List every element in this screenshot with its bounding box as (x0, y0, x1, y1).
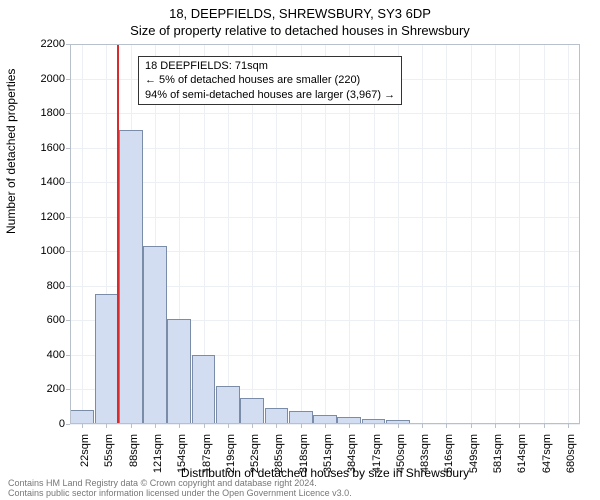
x-tick-label: 187sqm (201, 434, 213, 484)
title-address: 18, DEEPFIELDS, SHREWSBURY, SY3 6DP (0, 0, 600, 21)
footer-line-2: Contains public sector information licen… (8, 489, 352, 499)
y-tick-label: 200 (25, 383, 65, 395)
x-tick-label: 318sqm (298, 434, 310, 484)
gridline-v (82, 44, 83, 424)
x-tick-label: 285sqm (273, 434, 285, 484)
y-tick-label: 600 (25, 314, 65, 326)
y-tick-label: 1400 (25, 176, 65, 188)
histogram-bar (289, 411, 313, 424)
gridline-v (471, 44, 472, 424)
histogram-bar (95, 294, 119, 424)
histogram-bar (70, 410, 94, 424)
histogram-bar (216, 386, 240, 424)
histogram-bar (143, 246, 167, 424)
y-tick-label: 0 (25, 418, 65, 430)
y-tick-label: 2200 (25, 38, 65, 50)
y-axis-title: Number of detached properties (4, 69, 18, 234)
x-tick-label: 614sqm (516, 434, 528, 484)
histogram-bar (192, 355, 216, 424)
x-tick-label: 55sqm (103, 434, 115, 484)
x-tick-label: 351sqm (322, 434, 334, 484)
y-tick-label: 1000 (25, 245, 65, 257)
histogram-bar (119, 130, 143, 424)
x-tick-label: 121sqm (152, 434, 164, 484)
x-tick-label: 483sqm (419, 434, 431, 484)
x-tick-label: 384sqm (346, 434, 358, 484)
histogram-bar (337, 417, 361, 424)
x-tick-label: 22sqm (79, 434, 91, 484)
y-tick-label: 1600 (25, 142, 65, 154)
chart-container: 18, DEEPFIELDS, SHREWSBURY, SY3 6DP Size… (0, 0, 600, 500)
reference-line (117, 44, 119, 424)
x-tick-label: 516sqm (443, 434, 455, 484)
y-tick-label: 2000 (25, 73, 65, 85)
annotation-line: ← 5% of detached houses are smaller (220… (145, 73, 395, 87)
plot-area: 18 DEEPFIELDS: 71sqm← 5% of detached hou… (70, 44, 580, 424)
histogram-bar (313, 415, 337, 425)
x-tick-label: 581sqm (492, 434, 504, 484)
x-tick-label: 549sqm (468, 434, 480, 484)
gridline-v (519, 44, 520, 424)
gridline-v (446, 44, 447, 424)
gridline-v (544, 44, 545, 424)
y-tick-label: 400 (25, 349, 65, 361)
annotation-line: 94% of semi-detached houses are larger (… (145, 88, 395, 102)
y-tick-label: 1800 (25, 107, 65, 119)
histogram-bar (362, 419, 386, 424)
x-tick-label: 417sqm (371, 434, 383, 484)
x-tick-label: 450sqm (395, 434, 407, 484)
histogram-bar (265, 408, 289, 424)
gridline-v (568, 44, 569, 424)
x-tick-label: 219sqm (225, 434, 237, 484)
title-subtitle: Size of property relative to detached ho… (0, 21, 600, 38)
annotation-line: 18 DEEPFIELDS: 71sqm (145, 59, 395, 73)
x-tick-label: 88sqm (128, 434, 140, 484)
histogram-bar (240, 398, 264, 424)
histogram-bar (386, 420, 410, 424)
x-tick-label: 680sqm (565, 434, 577, 484)
x-tick-label: 252sqm (249, 434, 261, 484)
x-tick-label: 154sqm (176, 434, 188, 484)
gridline-v (495, 44, 496, 424)
y-tick-label: 800 (25, 280, 65, 292)
annotation-box: 18 DEEPFIELDS: 71sqm← 5% of detached hou… (138, 56, 402, 105)
x-tick-label: 647sqm (541, 434, 553, 484)
gridline-v (422, 44, 423, 424)
y-tick-label: 1200 (25, 211, 65, 223)
histogram-bar (167, 319, 191, 424)
